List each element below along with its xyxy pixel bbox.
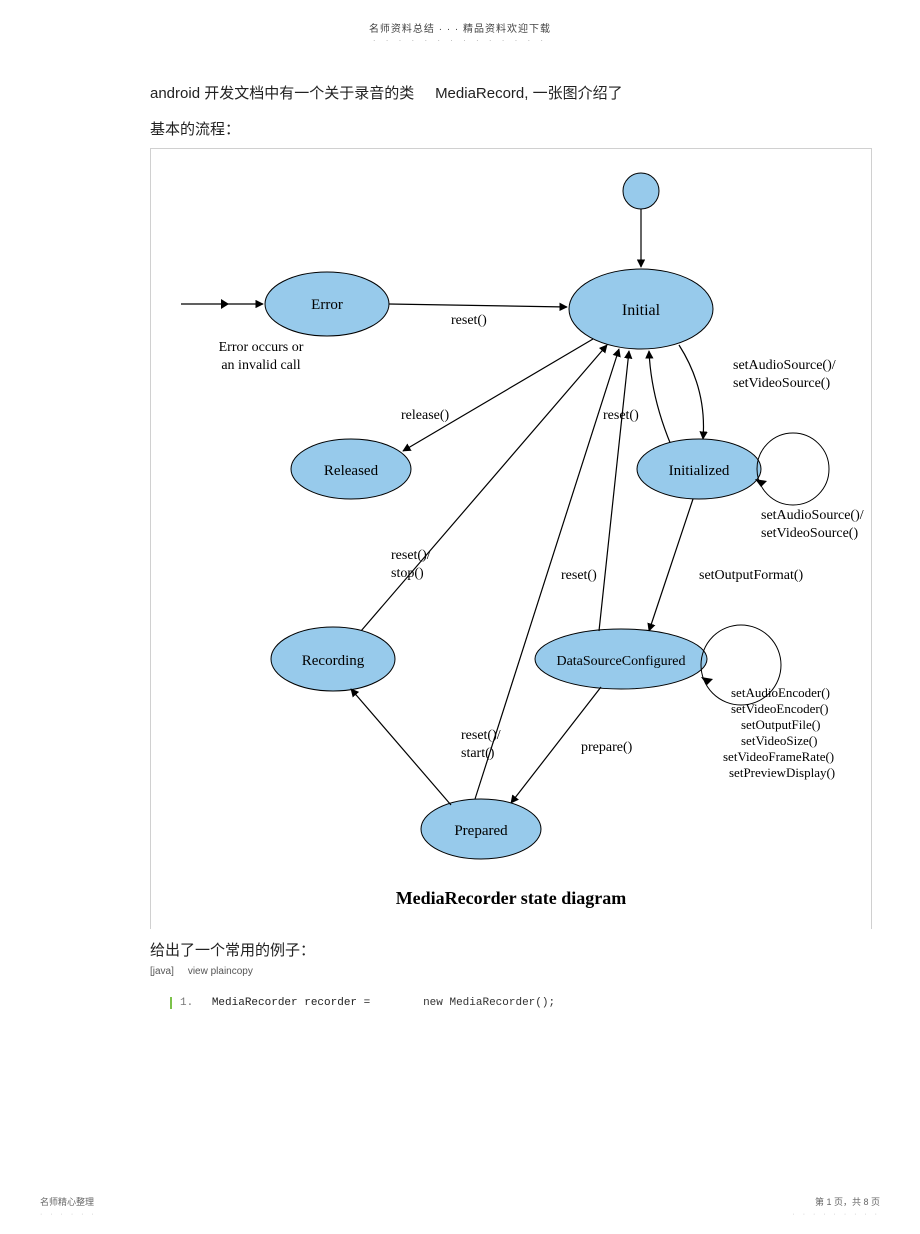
node-start: [623, 173, 659, 209]
label-initial: Initial: [622, 302, 661, 319]
header-dots: · · · · · · · · · · · · · ·: [373, 36, 547, 45]
code-part1: MediaRecorder recorder =: [212, 997, 370, 1009]
footer-right: 第 1 页，共 8 页 · · · · · · · · ·: [792, 1195, 880, 1218]
footer-left: 名师精心整理 · · · · · ·: [40, 1195, 97, 1218]
code-part2: new MediaRecorder();: [423, 997, 555, 1009]
top-header: 名师资料总结 · · · 精品资料欢迎下载 · · · · · · · · · …: [0, 20, 920, 46]
footer-right-dots: · · · · · · · · ·: [792, 1211, 880, 1218]
edge-setsrc2: setVideoSource(): [733, 376, 830, 391]
label-error: Error: [311, 297, 343, 313]
loop-init-1: setAudioSource()/: [761, 508, 864, 523]
state-diagram: Error Error occurs or an invalid call re…: [150, 148, 872, 929]
edge-reset-3: reset(): [561, 568, 597, 583]
footer-right-text: 第 1 页，共 8 页: [815, 1197, 880, 1207]
label-initialized: Initialized: [669, 463, 730, 479]
dsc-loop-5: setPreviewDisplay(): [729, 765, 835, 780]
dsc-loop-2: setOutputFile(): [741, 717, 820, 732]
dsc-loop-1: setVideoEncoder(): [731, 701, 828, 716]
diagram-caption: MediaRecorder state diagram: [396, 888, 627, 908]
error-note1: Error occurs or: [219, 340, 304, 355]
intro-line1a: android 开发文档中有一个关于录音的类: [150, 85, 414, 102]
edge-resetstart1: reset()/: [461, 728, 501, 743]
error-note2: an invalid call: [221, 358, 300, 373]
edge-prepare: prepare(): [581, 740, 633, 755]
edge-reset-1: reset(): [451, 313, 487, 328]
code-block: 1. MediaRecorder recorder = new MediaRec…: [170, 997, 920, 1009]
intro-line2: 基本的流程：: [150, 121, 240, 138]
edge-resetstop2: stop(): [391, 566, 424, 581]
page: 名师资料总结 · · · 精品资料欢迎下载 · · · · · · · · · …: [0, 0, 920, 1234]
label-prepared: Prepared: [454, 823, 508, 839]
code-view-link[interactable]: view plaincopy: [188, 966, 253, 977]
code-lang: [java]: [150, 966, 174, 977]
label-released: Released: [324, 463, 379, 479]
dsc-loop-0: setAudioEncoder(): [731, 685, 830, 700]
edge-release: release(): [401, 408, 450, 423]
code-line-num: 1.: [180, 997, 193, 1009]
code-meta: [java] view plaincopy: [150, 966, 920, 977]
intro-text: android 开发文档中有一个关于录音的类 MediaRecord, 一张图介…: [150, 76, 850, 148]
edge-resetstart2: start(): [461, 746, 495, 761]
edge-resetstop1: reset()/: [391, 548, 431, 563]
edge-setsrc1: setAudioSource()/: [733, 358, 836, 373]
footer-left-dots: · · · · · ·: [40, 1211, 97, 1218]
dsc-loop-4: setVideoFrameRate(): [723, 749, 834, 764]
intro-line1b: MediaRecord, 一张图介绍了: [435, 85, 623, 102]
example-intro: 给出了一个常用的例子：: [150, 939, 850, 960]
label-recording: Recording: [302, 653, 365, 669]
edge-setoutputformat: setOutputFormat(): [699, 568, 804, 583]
label-dsc: DataSourceConfigured: [556, 654, 685, 669]
loop-init-2: setVideoSource(): [761, 526, 858, 541]
footer-left-text: 名师精心整理: [40, 1197, 94, 1207]
dsc-loop-3: setVideoSize(): [741, 733, 817, 748]
header-text: 名师资料总结 · · · 精品资料欢迎下载: [369, 24, 551, 35]
diagram-svg: Error Error occurs or an invalid call re…: [151, 149, 871, 929]
